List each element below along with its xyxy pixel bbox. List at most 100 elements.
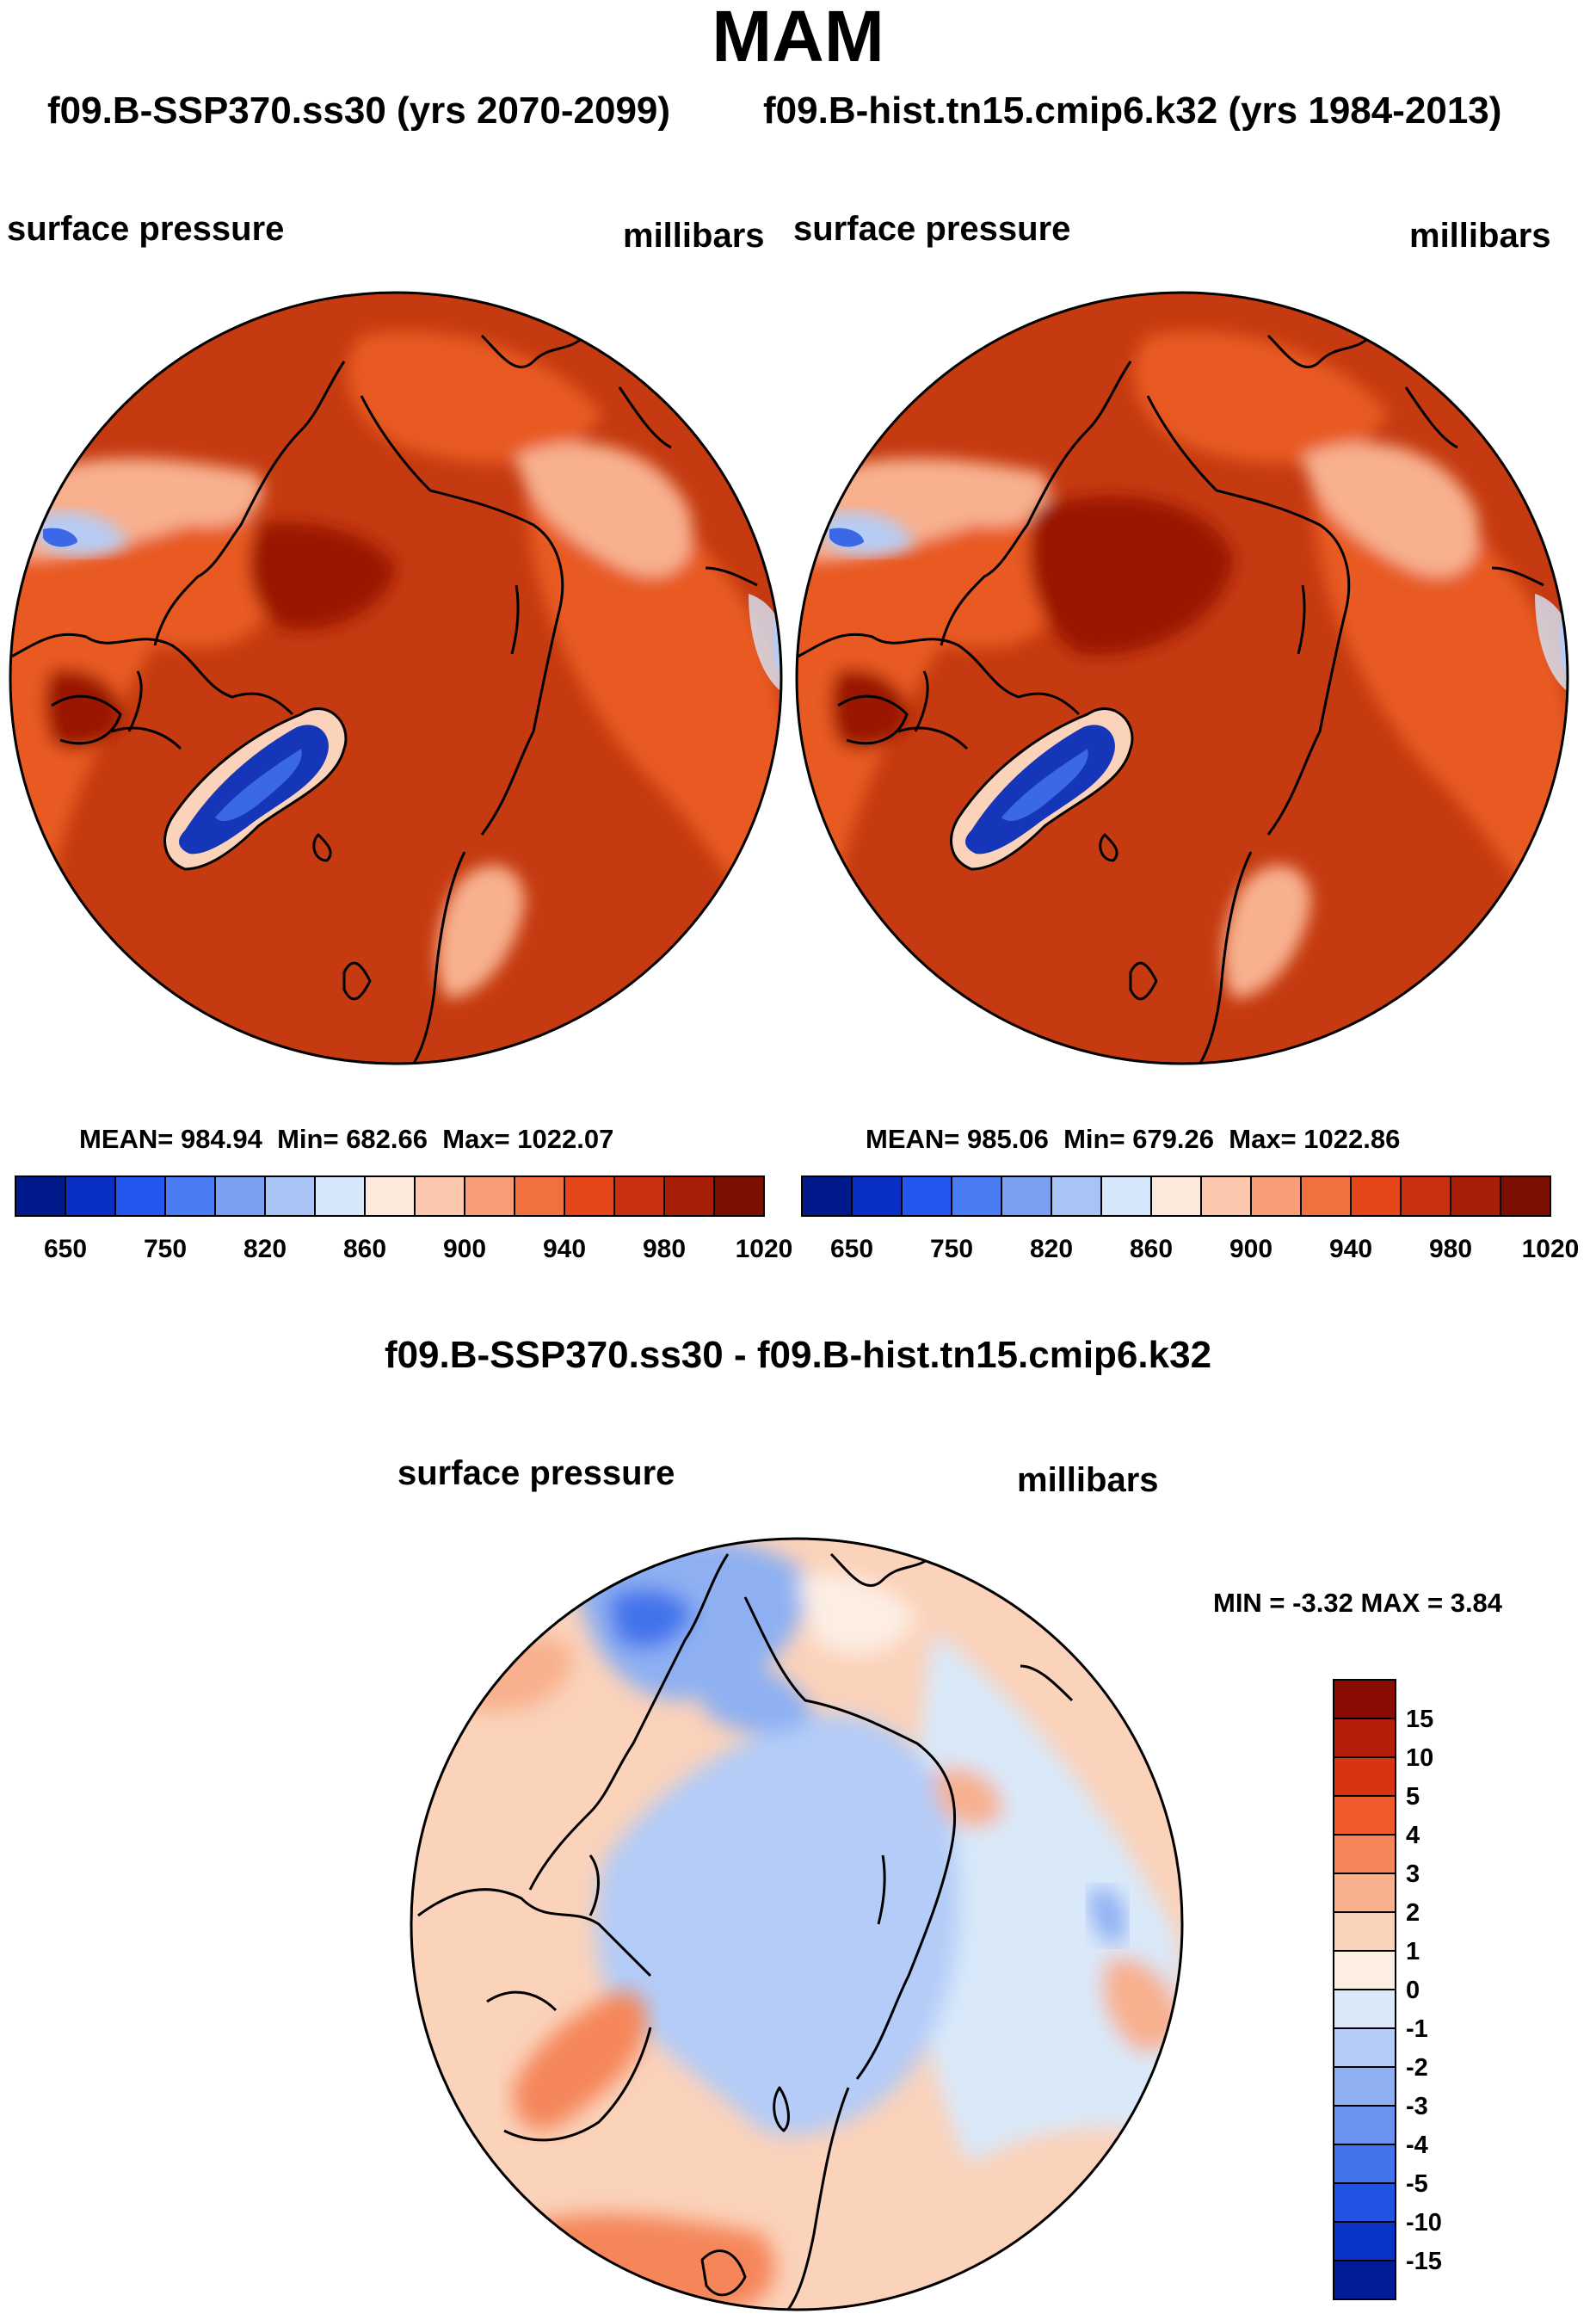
panel-b-colorbar-swatch [1450,1175,1501,1217]
diff-colorbar-swatch [1333,1989,1396,2029]
run-a-title: f09.B-SSP370.ss30 (yrs 2070-2099) [47,89,671,132]
panel-a-field-orange-west [10,515,277,955]
diff-colorbar-tick-label: -1 [1406,2015,1428,2043]
diff-colorbar-swatch [1333,2066,1396,2107]
panel-a-right-label: millibars [623,217,765,255]
diff-colorbar-swatch [1333,2027,1396,2068]
panel-b-colorbar-swatch [951,1175,1002,1217]
panel-b-max-label: Max= [1229,1124,1297,1154]
panel-b-field-orange-north [1133,330,1389,465]
diff-colorbar-tick-label: 1 [1406,1938,1420,1965]
panel-a-colorbar-swatch [663,1175,715,1217]
diff-field-orange-southeast [1101,1957,1182,2053]
panel-b-min-value: 679.26 [1132,1124,1215,1154]
panel-a-min-label: Min= [277,1124,339,1154]
diff-field-deep-blue-pacific [607,1588,693,1649]
panel-a-colorbar-tick-label: 1020 [736,1235,793,1263]
panel-b-colorbar-swatch [1250,1175,1302,1217]
diff-colorbar-swatch [1333,2260,1396,2300]
diff-stats: MIN = -3.32 MAX = 3.84 [1213,1588,1502,1619]
panel-a-map [9,291,783,1065]
panel-a-map-border [9,291,783,1065]
panel-a-colorbar-tick-label: 750 [144,1235,187,1263]
panel-a-field-pale-scandinavia [436,865,525,998]
diff-colorbar-tick-label: -4 [1406,2132,1428,2159]
panel-a-mean-value: 984.94 [181,1124,262,1154]
diff-colorbar-swatch [1333,1756,1396,1797]
diff-colorbar-tick-label: -10 [1406,2209,1442,2237]
panel-b-colorbar-swatch [1300,1175,1352,1217]
diff-field-blue-siberia [702,1664,814,1734]
diff-colorbar-swatch [1333,1911,1396,1952]
diff-colorbar-swatch [1333,1834,1396,1874]
diff-colorbar-tick-label: -2 [1406,2054,1428,2082]
panel-b-colorbar-tick-label: 750 [930,1235,973,1263]
diff-min-value: -3.32 [1292,1588,1353,1618]
panel-b-colorbar-tick-label: 1020 [1522,1235,1580,1263]
diff-max-label: MAX = [1360,1588,1444,1618]
panel-b-colorbar-swatch [1400,1175,1451,1217]
panel-a-field-blue-west [43,528,77,547]
diff-colorbar-tick-label: -15 [1406,2248,1442,2275]
panel-b-right-label: millibars [1409,217,1551,255]
panel-a-field-deep-west [45,669,122,750]
diff-colorbar-tick-label: 4 [1406,1822,1420,1849]
main-title: MAM [712,0,884,77]
diff-map-border [410,1537,1184,2311]
diff-colorbar-tick-label: 10 [1406,1744,1433,1772]
panel-a-field-orange-east [526,439,781,955]
diff-colorbar-tick-label: 2 [1406,1899,1420,1927]
panel-b-colorbar: 650 750 820 860 900 940 980 1020 [801,1175,1579,1263]
panel-a-left-label: surface pressure [7,210,285,248]
panel-b-max-value: 1022.86 [1303,1124,1401,1154]
panel-a-colorbar-swatch [514,1175,565,1217]
panel-b-colorbar-swatch [1100,1175,1152,1217]
panel-a-field-deep-north [250,522,396,630]
panel-a-colorbar-swatch [414,1175,465,1217]
panel-b-mean-label: MEAN= [866,1124,960,1154]
diff-min-label: MIN = [1213,1588,1285,1618]
panel-a-colorbar-swatch [314,1175,366,1217]
panel-b-field-pale-scandinavia [1223,865,1311,998]
panel-a-colorbar-swatch [713,1175,765,1217]
panel-b-field-orange-east [1312,439,1568,955]
panel-a-colorbar-swatch [464,1175,515,1217]
panel-a-colorbar-swatch [65,1175,116,1217]
panel-a-colorbar-swatch [564,1175,615,1217]
panel-a-stats: MEAN= 984.94 Min= 682.66 Max= 1022.07 [79,1124,613,1155]
diff-colorbar-tick-label: -3 [1406,2093,1428,2120]
panel-a-greenland-inner [215,749,302,822]
difference-title: f09.B-SSP370.ss30 - f09.B-hist.tn15.cmip… [384,1334,1212,1376]
panel-a-field-pale-east [516,442,693,577]
diff-colorbar-swatch [1333,1718,1396,1758]
panel-a-colorbar-swatch [364,1175,416,1217]
panel-a-colorbar-swatch [613,1175,665,1217]
panel-b-field-pale-east [1303,442,1480,577]
diff-colorbar-swatch [1333,2221,1396,2261]
diff-max-value: 3.84 [1450,1588,1503,1618]
diff-left-label: surface pressure [397,1454,675,1492]
diff-field-blue-pacific [573,1539,814,1700]
panel-b-colorbar-swatch [851,1175,903,1217]
panel-a-colorbar-swatch [214,1175,266,1217]
diff-colorbar-swatch [1333,1950,1396,1990]
panel-a-colorbar: 650 750 820 860 900 940 980 1020 [15,1175,792,1263]
panel-b-colorbar-tick-label: 940 [1329,1235,1372,1263]
panel-b-field-blue-west [829,528,864,547]
panel-a-colorbar-swatch [164,1175,216,1217]
panel-b-coastlines [797,334,1544,1064]
panel-a-colorbar-tick-label: 940 [543,1235,586,1263]
panel-b-colorbar-tick-label: 900 [1229,1235,1272,1263]
panel-b-colorbar-swatch [1001,1175,1052,1217]
diff-colorbar-swatch [1333,2144,1396,2184]
panel-b-colorbar-swatch [1500,1175,1551,1217]
diff-field-blue-arctic [595,1714,960,2136]
diff-colorbar-tick-label: 0 [1406,1977,1420,2004]
panel-a-colorbar-tick-label: 980 [643,1235,686,1263]
panel-b-map [795,291,1569,1065]
panel-b-greenland-inner [1001,749,1088,822]
panel-b-colorbar-tick-label: 860 [1130,1235,1173,1263]
panel-b-left-label: surface pressure [793,210,1071,248]
diff-coastlines [417,1552,1074,2310]
